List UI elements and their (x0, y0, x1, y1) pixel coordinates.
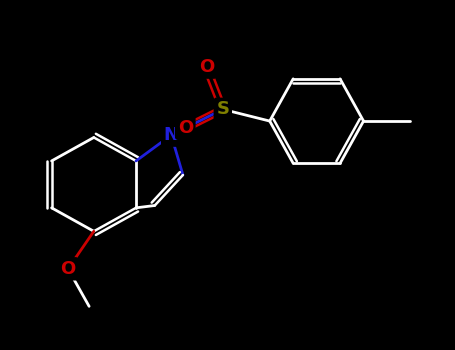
Text: O: O (177, 119, 193, 137)
Text: O: O (199, 58, 214, 76)
Text: N: N (164, 126, 179, 144)
Text: S: S (216, 100, 229, 118)
Text: O: O (61, 260, 76, 278)
